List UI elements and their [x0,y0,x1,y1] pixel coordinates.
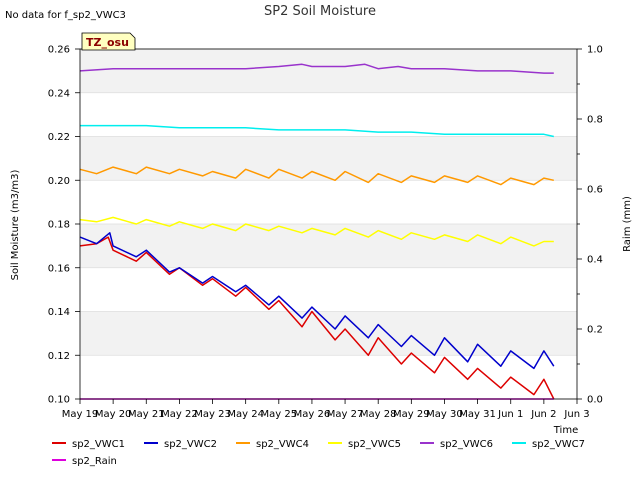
tz-badge: TZ_osu [81,32,136,51]
legend-item-sp2_VWC6: sp2_VWC6 [420,439,493,450]
y-axis-label: Soil Moisture (m3/m3) [10,170,21,281]
x-tick-label: May 19 [62,409,99,420]
legend-item-sp2_VWC1: sp2_VWC1 [52,439,125,450]
x-tick-label: May 20 [95,409,132,420]
legend: sp2_VWC1 sp2_VWC2 sp2_VWC4 sp2_VWC5 sp2_VWC6… [52,439,585,467]
x-tick-label: May 23 [194,409,231,420]
x-tick-label: May 26 [294,409,331,420]
tz-badge-label: TZ_osu [86,36,129,49]
y2-axis-ticks: 0.0 0.2 0.4 0.6 0.8 1.0 [577,45,603,406]
plot-bands [80,49,577,356]
y2-tick-label: 0.6 [587,185,603,196]
y-tick-label: 0.24 [48,88,70,99]
y-axis-ticks: 0.10 0.12 0.14 0.16 0.18 0.20 0.22 0.24 0.26 [48,45,80,406]
y2-tick-label: 0.2 [587,325,603,336]
legend-label: sp2_VWC6 [440,439,493,450]
series-line-sp2_VWC4 [79,166,554,186]
series-line-sp2_VWC7 [80,124,554,138]
y2-tick-label: 1.0 [587,45,603,56]
legend-label: sp2_VWC4 [256,439,309,450]
plot-band [80,136,577,181]
plot-band [80,311,577,356]
y-tick-label: 0.12 [48,351,70,362]
x-tick-label: May 24 [227,409,264,420]
x-tick-label: May 27 [327,409,364,420]
series-line-sp2_VWC1 [79,236,555,400]
x-tick-label: May 31 [459,409,496,420]
y-tick-label: 0.14 [48,307,70,318]
y-tick-label: 0.18 [48,220,70,231]
x-tick-label: May 25 [261,409,298,420]
x-tick-label: Jun 2 [530,409,556,420]
plot-band [80,224,577,268]
legend-label: sp2_VWC7 [532,439,585,450]
y-tick-label: 0.26 [48,45,70,56]
x-tick-label: May 29 [393,409,430,420]
legend-item-sp2_VWC7: sp2_VWC7 [512,439,585,450]
x-tick-label: May 30 [426,409,463,420]
legend-item-sp2_VWC2: sp2_VWC2 [144,439,217,450]
y2-tick-label: 0.0 [587,395,603,406]
x-tick-label: Jun 3 [563,409,589,420]
legend-item-sp2_VWC4: sp2_VWC4 [236,439,309,450]
y2-tick-label: 0.4 [587,255,603,266]
legend-item-sp2_VWC5: sp2_VWC5 [328,439,401,450]
series-line-sp2_VWC5 [79,216,554,247]
legend-label: sp2_VWC1 [72,439,125,450]
y-tick-label: 0.22 [48,132,70,143]
y-tick-label: 0.16 [48,263,70,274]
legend-label: sp2_VWC5 [348,439,401,450]
y2-tick-label: 0.8 [587,115,603,126]
legend-label: sp2_VWC2 [164,439,217,450]
chart-title: SP2 Soil Moisture [264,4,376,19]
y-tick-label: 0.20 [48,176,70,187]
no-data-note: No data for f_sp2_VWC3 [5,10,126,21]
x-tick-label: May 21 [128,409,165,420]
x-tick-label: May 28 [360,409,397,420]
y-tick-label: 0.10 [48,395,70,406]
x-axis-label: Time [553,425,578,436]
series-line-sp2_VWC6 [79,63,554,74]
series-line-sp2_VWC2 [79,232,555,370]
tz-badge-box [81,32,136,51]
legend-label: sp2_Rain [72,456,117,467]
legend-item-sp2_Rain: sp2_Rain [52,456,117,467]
y2-axis-label: Raim (mm) [622,196,633,252]
x-tick-label: Jun 1 [497,409,523,420]
x-tick-label: May 22 [161,409,198,420]
